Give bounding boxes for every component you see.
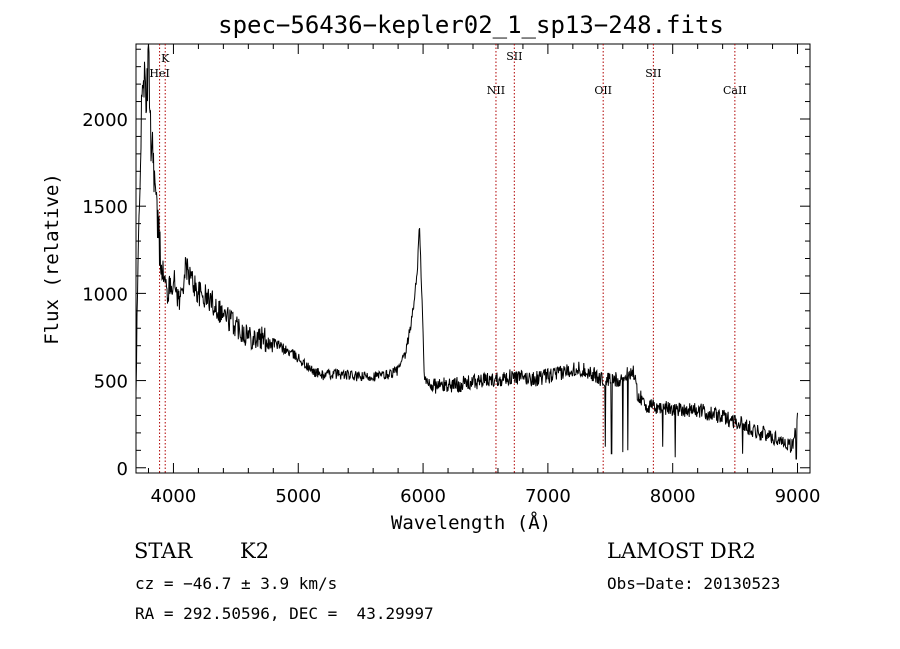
- y-tick-label: 0: [117, 459, 128, 480]
- line-label-sii: SII: [645, 67, 661, 80]
- axis-ticks: 4000 5000 6000 7000 8000 9000 0 500 1000 1500 2000: [82, 44, 820, 507]
- spectral-line-markers: K HeI NII SII OII SII CaII: [149, 44, 747, 473]
- line-label-nii: NII: [487, 84, 505, 97]
- spectrum-line: [135, 43, 798, 460]
- coordinates: RA = 292.50596, DEC = 43.29997: [135, 604, 434, 623]
- object-class: STAR: [134, 539, 193, 563]
- y-tick-label: 1500: [82, 197, 128, 218]
- x-tick-label: 5000: [275, 486, 321, 507]
- y-tick-label: 2000: [82, 110, 128, 131]
- redshift-readout: cz = −46.7 ± 3.9 km/s: [135, 574, 338, 593]
- y-tick-label: 500: [94, 372, 128, 393]
- x-tick-label: 9000: [775, 486, 821, 507]
- x-axis-label: Wavelength (Å): [391, 511, 551, 534]
- line-label-sii: SII: [506, 50, 522, 63]
- line-label-oii: OII: [594, 84, 612, 97]
- plot-frame: [135, 43, 811, 474]
- x-tick-label: 4000: [151, 486, 197, 507]
- chart-title: spec−56436−kepler02_1_sp13−248.fits: [218, 11, 724, 39]
- x-tick-label: 8000: [650, 486, 696, 507]
- y-axis-label: Flux (relative): [41, 173, 63, 345]
- line-label-k: K: [161, 52, 170, 65]
- x-tick-label: 6000: [400, 486, 446, 507]
- object-subclass: K2: [240, 539, 270, 563]
- x-tick-label: 7000: [525, 486, 571, 507]
- line-label-caii: CaII: [723, 84, 747, 97]
- survey-name: LAMOST DR2: [607, 539, 756, 563]
- y-tick-label: 1000: [82, 284, 128, 305]
- line-label-hei: HeI: [149, 67, 169, 80]
- obs-date: Obs−Date: 20130523: [607, 574, 781, 593]
